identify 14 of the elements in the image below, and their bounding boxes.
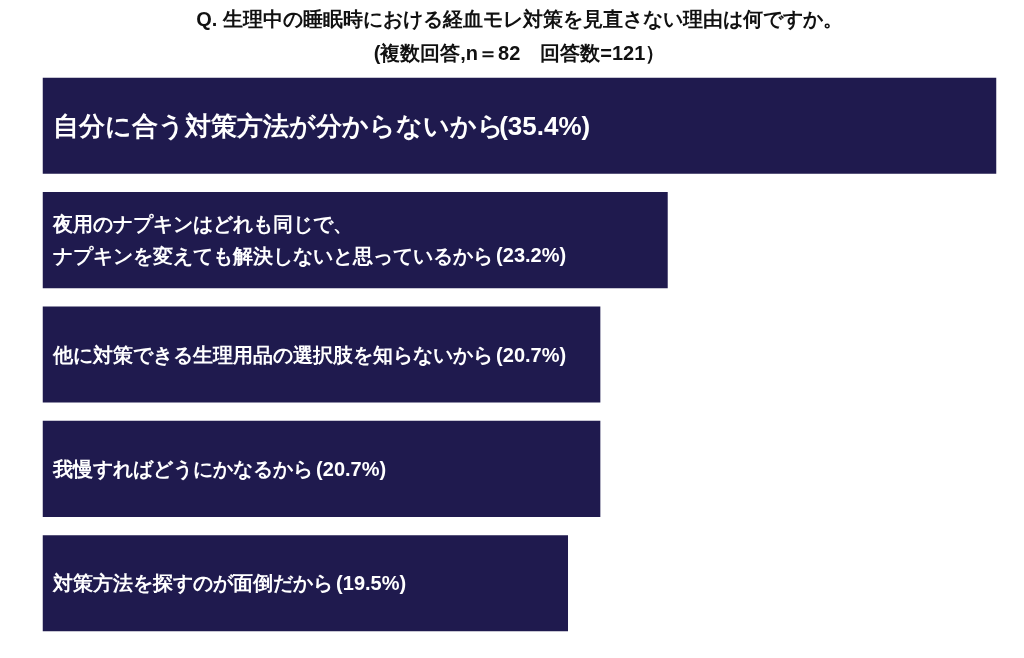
chart-title: Q. 生理中の睡眠時における経血モレ対策を見直さない理由は何ですか。 <box>196 7 843 31</box>
data-label: (20.7%) <box>496 343 567 366</box>
bar <box>42 420 601 517</box>
y-tick-label: 我慢すればどうにかなるから <box>51 457 313 481</box>
data-label: (19.5%) <box>336 572 407 595</box>
bar <box>42 535 569 632</box>
bar <box>42 77 997 174</box>
data-label: (23.2%) <box>496 243 567 266</box>
y-tick-label: 対策方法を探すのが面倒だから <box>51 572 333 596</box>
data-label: (20.7%) <box>316 457 387 480</box>
y-tick-label: 夜用のナプキンはどれも同じで、ナプキンを変えても解決しないと思っているから <box>51 213 493 268</box>
y-tick-label: 他に対策できる生理用品の選択肢を知らないから <box>51 343 493 366</box>
bar <box>42 306 601 403</box>
chart-subtitle: (複数回答,n＝82 回答数=121） <box>373 41 666 64</box>
